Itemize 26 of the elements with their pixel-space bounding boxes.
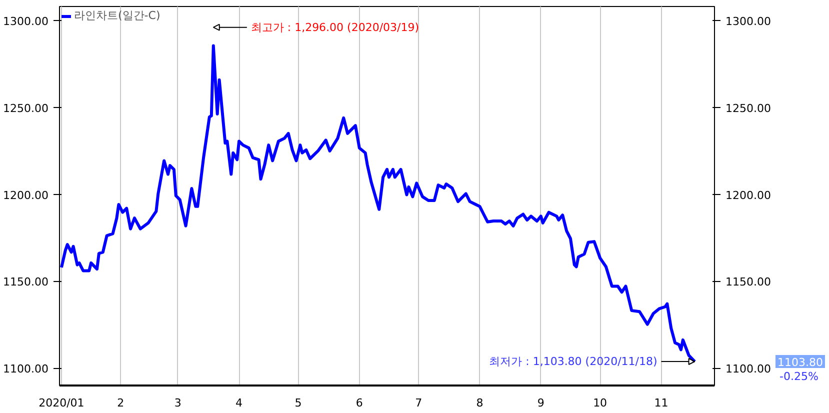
x-tick-label: 5	[294, 396, 302, 410]
x-tick-label: 9	[537, 396, 544, 410]
y-tick-label: 1100.00	[3, 362, 49, 376]
x-tick-label: 8	[476, 396, 484, 410]
x-tick-label: 7	[415, 396, 422, 410]
x-tick-label: 2	[117, 396, 124, 410]
y-tick-label: 1250.00	[3, 102, 49, 115]
y-tick-label: 1150.00	[3, 276, 49, 289]
x-tick-label: 2020/01	[38, 396, 84, 410]
y2-tick-label: 1150.00	[726, 276, 771, 289]
annotation: 최저가 : 1,103.80 (2020/11/18)	[489, 355, 658, 368]
x-tick-label: 6	[356, 396, 363, 410]
x-tick-label: 10	[593, 396, 608, 410]
y2-tick-label: 1100.00	[726, 362, 771, 376]
text: 1103.80	[778, 356, 823, 370]
text: -0.25%	[780, 370, 818, 384]
x-tick-label: 4	[236, 396, 243, 410]
annotation: 최고가 : 1,296.00 (2020/03/19)	[250, 20, 420, 34]
x-tick-label: 11	[654, 396, 668, 410]
y-tick-label: 1300.00	[3, 14, 49, 28]
y2-tick-label: 1250.00	[726, 102, 771, 115]
text: 라인차트(일간-C)	[74, 8, 160, 23]
x-tick-label: 3	[174, 396, 182, 410]
y2-tick-label: 1300.00	[726, 14, 771, 28]
y2-tick-label: 1200.00	[726, 188, 771, 202]
y-tick-label: 1200.00	[3, 188, 49, 202]
